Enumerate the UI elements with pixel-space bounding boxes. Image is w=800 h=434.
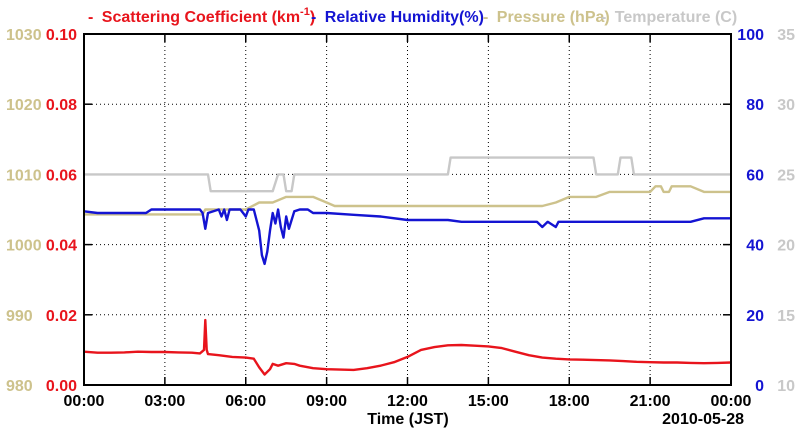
- legend-scattering: - Scattering Coefficient (km-1): [88, 6, 315, 26]
- x-tick-label: 09:00: [306, 393, 347, 410]
- x-tick-label: 15:00: [468, 393, 509, 410]
- x-tick-label: 00:00: [64, 393, 105, 410]
- pressure-tick-label: 990: [6, 308, 33, 325]
- grid: [83, 33, 732, 386]
- humidity-tick-label: 40: [746, 238, 764, 255]
- temperature-tick-label: 15: [777, 308, 795, 325]
- x-axis-label: Time (JST): [367, 411, 449, 428]
- x-tick-label: 12:00: [387, 393, 428, 410]
- legend-pressure: - Pressure (hPa): [483, 9, 610, 26]
- date-label: 2010-05-28: [662, 411, 744, 428]
- scattering-tick-label: 0.08: [46, 97, 77, 114]
- series-line-pressure: [84, 185, 731, 216]
- temperature-axis: 10 15 20 25 30 35: [777, 27, 795, 395]
- humidity-tick-label: 60: [746, 167, 764, 184]
- humidity-tick-label: 20: [746, 308, 764, 325]
- series-line-temperature: [84, 156, 731, 193]
- x-tick-label: 18:00: [549, 393, 590, 410]
- pressure-tick-label: 1010: [6, 167, 42, 184]
- x-tick-label: 03:00: [144, 393, 185, 410]
- humidity-axis: 0 20 40 60 80 100: [737, 27, 764, 395]
- scattering-tick-label: 0.00: [46, 378, 77, 395]
- x-tick-label: 21:00: [630, 393, 671, 410]
- temperature-tick-label: 10: [777, 378, 795, 395]
- scattering-tick-label: 0.04: [46, 238, 77, 255]
- x-tick-label: 00:00: [711, 393, 752, 410]
- plot-frame: [83, 33, 732, 386]
- series-line-relative-humidity: [83, 208, 731, 266]
- scattering-tick-label: 0.02: [46, 308, 77, 325]
- pressure-tick-label: 1030: [6, 27, 42, 44]
- series-layer: [83, 156, 732, 376]
- legend-humidity: - Relative Humidity(%): [311, 9, 484, 26]
- scattering-tick-label: 0.06: [46, 167, 77, 184]
- humidity-tick-label: 0: [755, 378, 764, 395]
- temperature-tick-label: 25: [777, 167, 795, 184]
- humidity-tick-label: 100: [737, 27, 764, 44]
- temperature-tick-label: 30: [777, 97, 795, 114]
- x-axis-ticks: 00:00 03:00 06:00 09:00 12:00 15:00 18:00 21:00…: [64, 393, 752, 410]
- series-line-scattering-coefficient: [83, 318, 732, 376]
- pressure-tick-label: 980: [6, 378, 33, 395]
- pressure-tick-label: 1020: [6, 97, 42, 114]
- pressure-tick-label: 1000: [6, 238, 42, 255]
- pressure-axis: 980 990 1000 1010 1020 1030: [6, 27, 42, 395]
- scattering-axis: 0.00 0.02 0.04 0.06 0.08 0.10: [46, 27, 77, 395]
- legend-temperature: - Temperature (C): [601, 9, 737, 26]
- humidity-tick-label: 80: [746, 97, 764, 114]
- x-tick-label: 06:00: [225, 393, 266, 410]
- temperature-tick-label: 20: [777, 238, 795, 255]
- scattering-tick-label: 0.10: [46, 27, 77, 44]
- temperature-tick-label: 35: [777, 27, 795, 44]
